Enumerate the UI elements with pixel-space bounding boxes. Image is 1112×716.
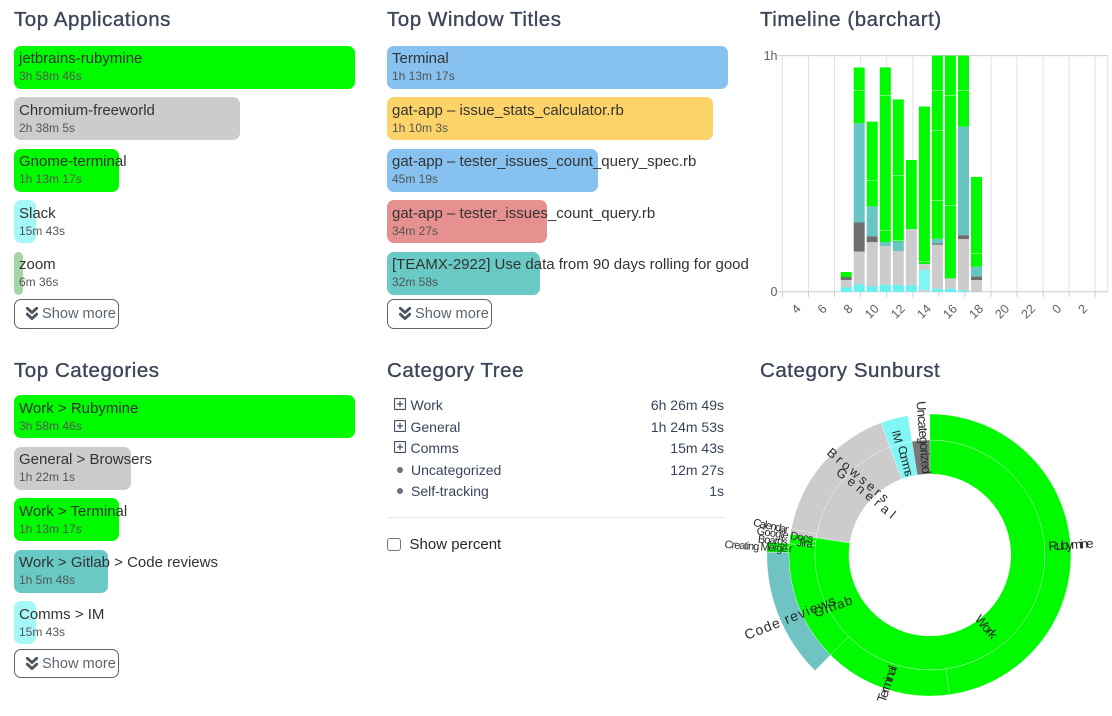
svg-text:16: 16 — [940, 302, 960, 320]
svg-text:IM: IM — [889, 429, 906, 445]
svg-text:0: 0 — [771, 285, 778, 299]
svg-text:12: 12 — [888, 302, 908, 320]
svg-text:14: 14 — [914, 302, 934, 320]
svg-text:4: 4 — [789, 302, 804, 317]
svg-text:20: 20 — [992, 302, 1012, 320]
svg-text:Boards: Boards — [757, 534, 789, 549]
svg-text:8: 8 — [841, 302, 856, 317]
svg-text:10: 10 — [862, 302, 882, 320]
svg-text:2: 2 — [1076, 302, 1091, 317]
svg-text:Uncategorized: Uncategorized — [913, 401, 934, 475]
svg-text:Jira: Jira — [796, 537, 814, 551]
svg-text:6: 6 — [815, 302, 830, 317]
svg-text:Creating Merge r: Creating Merge r — [724, 539, 793, 556]
svg-text:0: 0 — [1050, 302, 1065, 317]
svg-text:18: 18 — [966, 302, 986, 320]
svg-text:Rubymine: Rubymine — [1048, 536, 1094, 554]
svg-text:1h: 1h — [764, 49, 778, 63]
svg-text:22: 22 — [1018, 302, 1038, 320]
